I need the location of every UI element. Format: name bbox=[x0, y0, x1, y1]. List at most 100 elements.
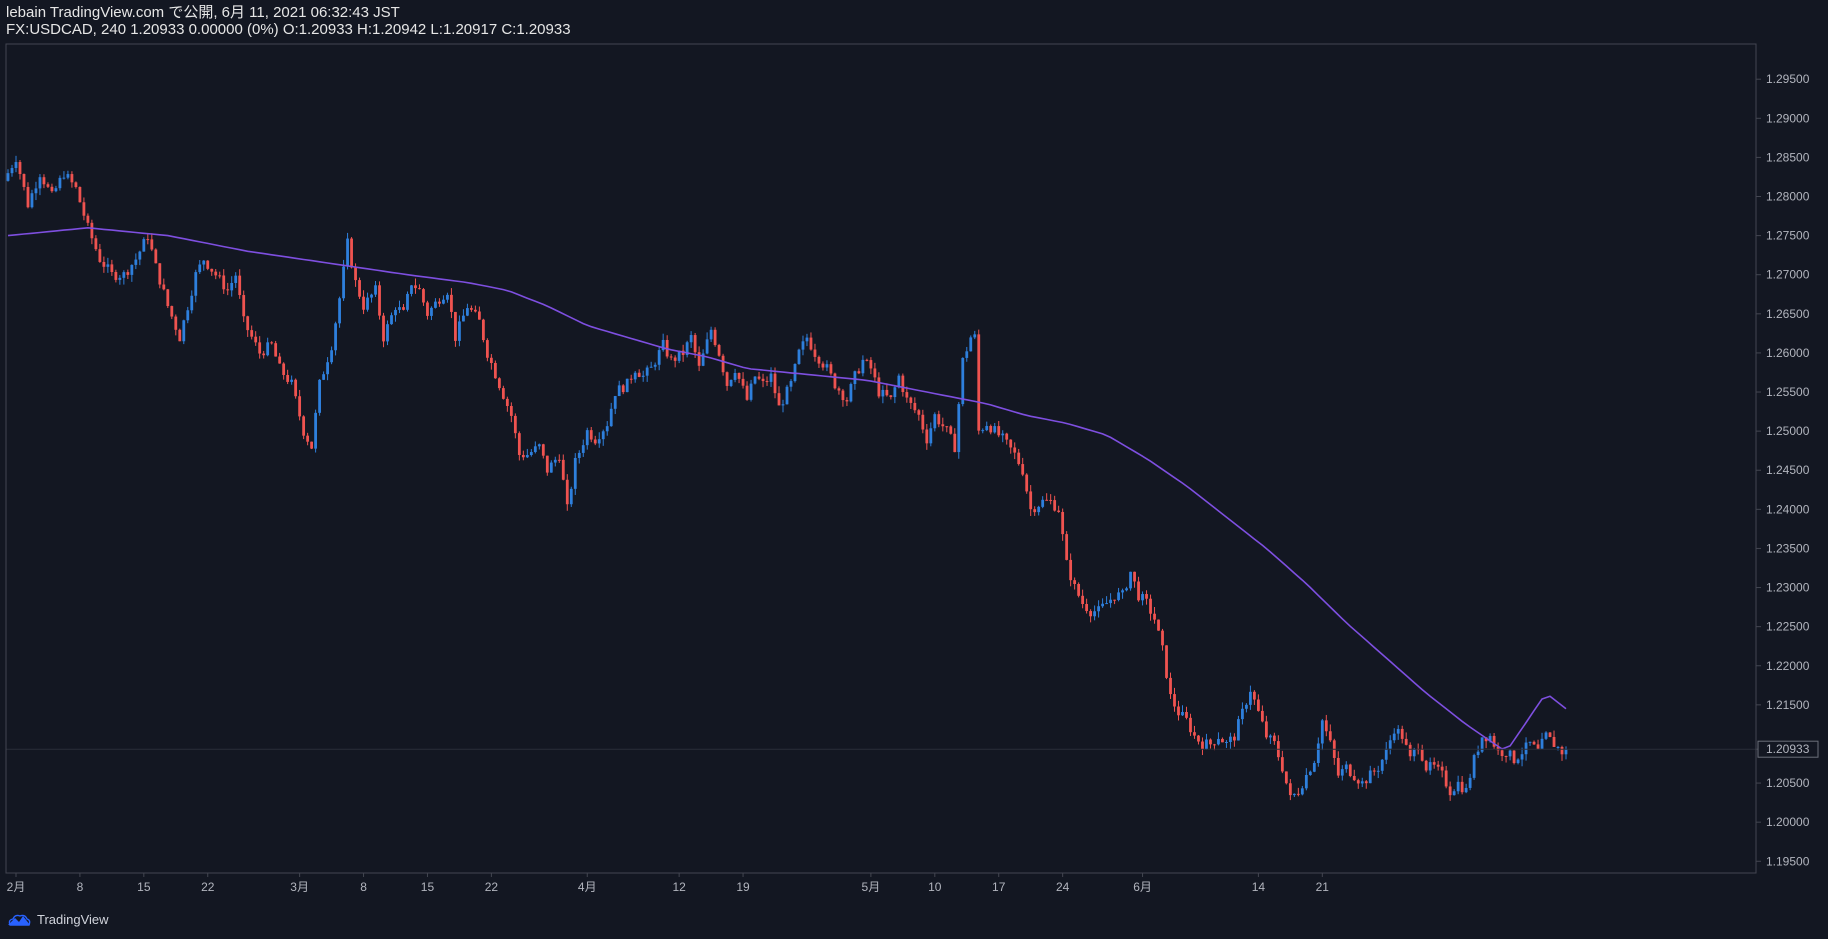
candle-body bbox=[1205, 739, 1208, 750]
candle-body bbox=[1153, 613, 1156, 620]
candle-body bbox=[689, 335, 693, 343]
candle-body bbox=[1025, 474, 1029, 492]
candle-body bbox=[382, 315, 385, 342]
candle-body bbox=[657, 350, 661, 365]
candle-body bbox=[1069, 559, 1073, 581]
candle-body bbox=[1280, 757, 1284, 772]
price-tick-label: 1.26000 bbox=[1766, 346, 1810, 360]
candle-body bbox=[398, 307, 401, 310]
candle-body bbox=[1472, 755, 1476, 778]
candle-body bbox=[46, 184, 50, 187]
price-tick-label: 1.25000 bbox=[1766, 424, 1810, 438]
candle-body bbox=[314, 412, 318, 449]
footer-brand-label: TradingView bbox=[37, 911, 109, 927]
candle-body bbox=[30, 193, 34, 208]
symbol-ohlc-info: FX:USDCAD, 240 1.20933 0.00000 (0%) O:1.… bbox=[6, 21, 571, 38]
price-tick-label: 1.27500 bbox=[1766, 229, 1810, 243]
candle-body bbox=[833, 373, 837, 389]
time-axis[interactable]: 2月 8 15 22 3月 8 15 22 4月 12 19 5月 10 17 24 6月 14 21 bbox=[7, 873, 1330, 894]
candle-body bbox=[1412, 749, 1416, 757]
candle-body bbox=[338, 298, 341, 324]
candle-body bbox=[861, 359, 865, 374]
candle-body bbox=[1336, 757, 1340, 776]
candle-body bbox=[865, 359, 869, 361]
candle-body bbox=[1013, 447, 1017, 453]
price-tick-label: 1.29500 bbox=[1766, 72, 1810, 86]
candle-body bbox=[366, 297, 369, 310]
candle-body bbox=[1045, 499, 1049, 501]
candle-body bbox=[418, 288, 421, 290]
candle-body bbox=[118, 277, 122, 280]
candle-body bbox=[86, 215, 90, 223]
price-axis[interactable]: 1.29500 1.29000 1.28500 1.28000 1.27500 1.270… bbox=[1756, 72, 1819, 868]
candle-body bbox=[62, 177, 66, 179]
candle-body bbox=[1372, 770, 1376, 772]
candle-body bbox=[1141, 594, 1144, 601]
candle-body bbox=[1109, 599, 1112, 604]
candle-body bbox=[497, 378, 501, 389]
candle-body bbox=[146, 239, 150, 241]
candle-body bbox=[501, 388, 505, 399]
candle-body bbox=[777, 393, 781, 406]
candle-body bbox=[1245, 704, 1248, 709]
candle-body bbox=[330, 350, 333, 363]
candle-body bbox=[102, 261, 106, 267]
candle-body bbox=[10, 168, 14, 174]
candle-body bbox=[266, 342, 270, 356]
time-tick-label: 15 bbox=[137, 880, 151, 894]
candle-body bbox=[753, 376, 757, 384]
candle-body bbox=[677, 350, 681, 361]
candle-body bbox=[1233, 736, 1236, 741]
candle-body bbox=[202, 260, 206, 265]
candle-body bbox=[481, 319, 485, 341]
candle-body bbox=[821, 363, 825, 368]
candle-body bbox=[1352, 775, 1356, 781]
candle-body bbox=[537, 444, 541, 447]
time-tick-label: 8 bbox=[77, 880, 84, 894]
candle-body bbox=[713, 329, 717, 346]
candle-body bbox=[621, 385, 625, 393]
candle-body bbox=[981, 430, 985, 432]
candle-body bbox=[1041, 499, 1045, 507]
candle-body bbox=[218, 275, 222, 277]
candle-body bbox=[1125, 588, 1128, 591]
candle-body bbox=[873, 368, 877, 378]
candle-body bbox=[1400, 728, 1404, 739]
candle-body bbox=[813, 349, 817, 357]
candle-body bbox=[901, 375, 905, 393]
time-tick-label: 5月 bbox=[862, 880, 881, 894]
candle-body bbox=[1300, 788, 1304, 795]
candle-body bbox=[158, 263, 162, 285]
candle-body bbox=[709, 329, 713, 340]
candle-body bbox=[1328, 731, 1332, 741]
candlestick-series bbox=[6, 155, 1568, 801]
candle-body bbox=[705, 339, 709, 354]
candle-body bbox=[186, 310, 190, 321]
candle-body bbox=[877, 377, 881, 397]
candle-body bbox=[1272, 735, 1276, 742]
footer-brand[interactable]: TradingView bbox=[6, 909, 109, 929]
candle-body bbox=[1524, 742, 1528, 755]
candle-body bbox=[466, 308, 469, 316]
candle-body bbox=[162, 284, 166, 290]
candle-body bbox=[1448, 786, 1452, 796]
candle-body bbox=[1540, 738, 1544, 749]
candle-body bbox=[1464, 787, 1468, 793]
candle-body bbox=[1544, 732, 1548, 739]
candle-body bbox=[1296, 793, 1300, 795]
candle-body bbox=[653, 364, 657, 367]
candle-body bbox=[1033, 509, 1037, 513]
candle-body bbox=[565, 479, 569, 505]
candle-body bbox=[1077, 584, 1081, 596]
candle-body bbox=[797, 349, 801, 364]
candle-body bbox=[438, 301, 441, 304]
time-tick-label: 3月 bbox=[290, 880, 309, 894]
candle-body bbox=[1165, 645, 1168, 678]
candle-body bbox=[246, 316, 250, 331]
candle-body bbox=[1089, 611, 1093, 617]
candle-body bbox=[869, 360, 873, 369]
candle-body bbox=[1420, 749, 1424, 761]
candle-body bbox=[130, 264, 134, 275]
price-tick-label: 1.26500 bbox=[1766, 307, 1810, 321]
